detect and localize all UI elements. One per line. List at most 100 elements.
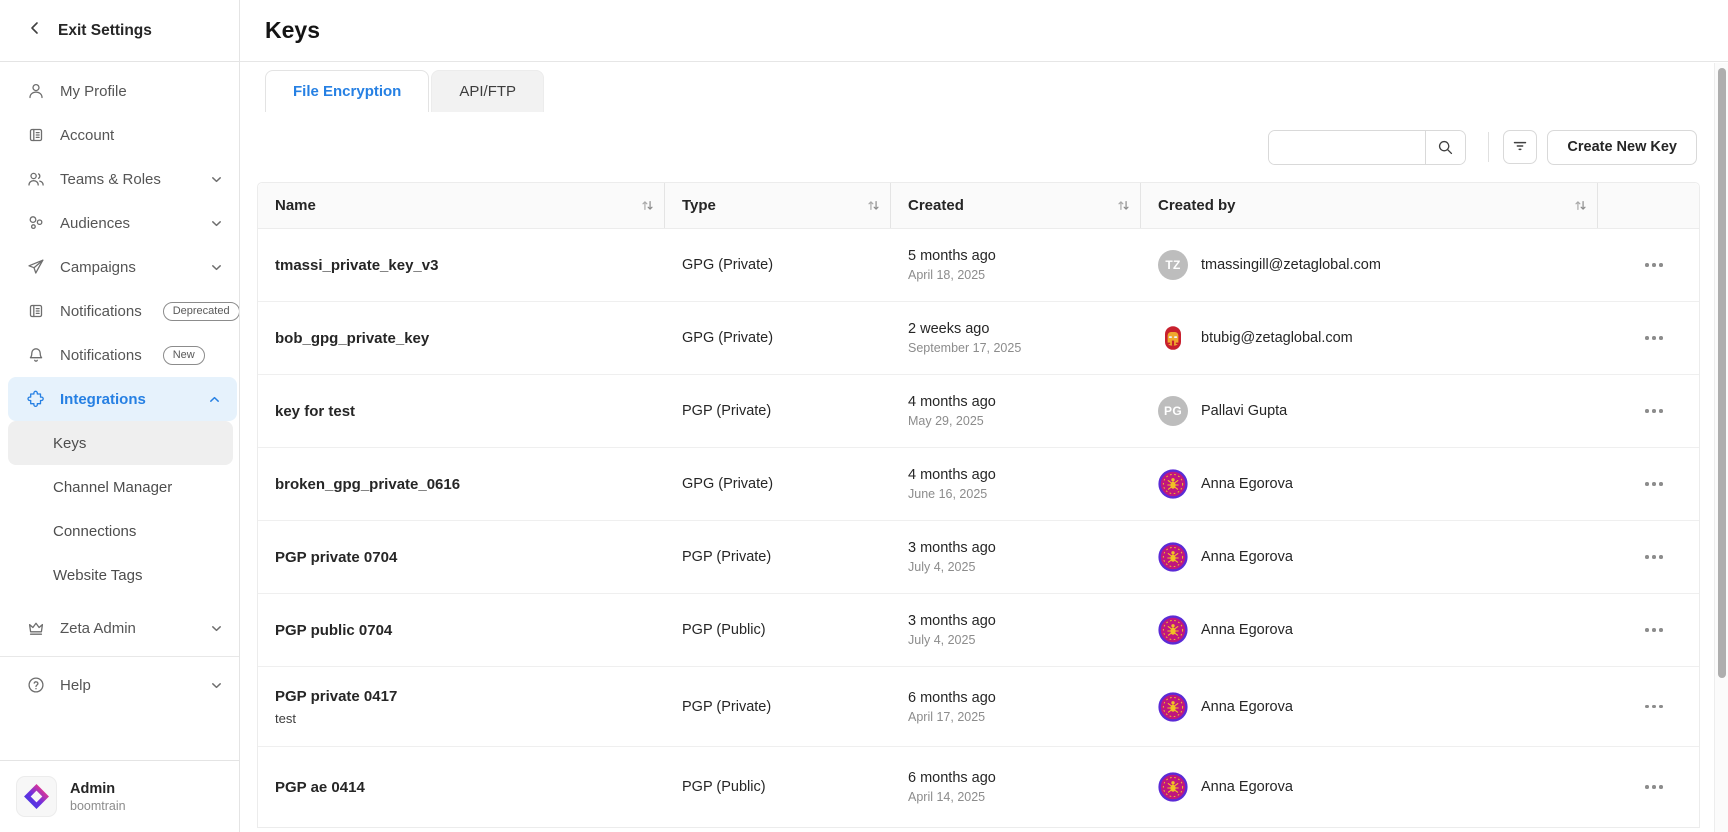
- table-row[interactable]: broken_gpg_private_0616 GPG (Private) 4 mo…: [258, 448, 1699, 521]
- account-switcher[interactable]: Admin boomtrain: [0, 760, 239, 832]
- search-icon[interactable]: [1425, 130, 1466, 164]
- key-name-cell: bob_gpg_private_key: [258, 330, 665, 347]
- key-created-cell: 6 months ago April 14, 2025: [891, 770, 1141, 804]
- creator-name: Anna Egorova: [1201, 779, 1293, 795]
- created-relative: 2 weeks ago: [908, 321, 990, 337]
- key-type: GPG (Private): [682, 476, 774, 492]
- table-row[interactable]: tmassi_private_key_v3 GPG (Private) 5 mont…: [258, 229, 1699, 302]
- key-created-cell: 5 months ago April 18, 2025: [891, 248, 1141, 282]
- row-actions-button[interactable]: [1641, 622, 1667, 638]
- key-name: tmassi_private_key_v3: [275, 256, 439, 274]
- page-header: Keys: [240, 0, 1728, 62]
- creator-name: Anna Egorova: [1201, 622, 1293, 638]
- sidebar-subitem-label: Website Tags: [53, 566, 143, 584]
- sidebar-item-my-profile[interactable]: My Profile: [0, 69, 239, 113]
- sidebar: Exit Settings My Profile Account Teams & R…: [0, 0, 240, 832]
- sidebar-item-label: My Profile: [60, 82, 127, 100]
- puzzle-icon: [27, 390, 45, 408]
- table-row[interactable]: key for test PGP (Private) 4 months ago May…: [258, 375, 1699, 448]
- row-actions-button[interactable]: [1641, 476, 1667, 492]
- key-name: key for test: [275, 402, 356, 420]
- table-row[interactable]: bob_gpg_private_key GPG (Private) 2 weeks …: [258, 302, 1699, 375]
- org-icon: [27, 126, 45, 144]
- sidebar-subitem-label: Keys: [53, 434, 87, 452]
- ellipsis-icon: [1645, 628, 1649, 632]
- sort-icon[interactable]: [1116, 198, 1131, 213]
- sidebar-subitem-label: Channel Manager: [53, 478, 173, 496]
- tab-file-encryption[interactable]: File Encryption: [265, 70, 430, 112]
- created-date: April 14, 2025: [908, 790, 986, 804]
- column-header-type[interactable]: Type: [665, 183, 891, 228]
- avatar-bug: [1158, 469, 1188, 499]
- exit-settings-button[interactable]: Exit Settings: [0, 0, 239, 62]
- row-actions-button[interactable]: [1641, 549, 1667, 565]
- created-by-cell: Anna Egorova: [1141, 615, 1598, 645]
- key-name-cell: PGP private 0704: [258, 549, 665, 566]
- column-header-name[interactable]: Name: [258, 183, 665, 228]
- user-icon: [27, 82, 45, 100]
- tab-api-ftp[interactable]: API/FTP: [431, 70, 545, 112]
- sidebar-item-notifications-deprecated[interactable]: Notifications Deprecated: [0, 289, 239, 333]
- search-input[interactable]: [1269, 130, 1426, 164]
- sidebar-subitem-channel-manager[interactable]: Channel Manager: [8, 465, 233, 509]
- key-created-cell: 3 months ago July 4, 2025: [891, 613, 1141, 647]
- chevron-down-icon: [210, 173, 223, 186]
- sidebar-item-label: Notifications: [60, 346, 142, 364]
- row-actions-button[interactable]: [1641, 779, 1667, 795]
- filter-button[interactable]: [1503, 130, 1538, 164]
- creator-name: Anna Egorova: [1201, 476, 1293, 492]
- sidebar-item-label: Notifications: [60, 302, 142, 320]
- avatar: PG: [1158, 396, 1188, 426]
- sidebar-subitem-connections[interactable]: Connections: [8, 509, 233, 553]
- key-type: PGP (Public): [682, 779, 766, 795]
- toolbar: Create New Key: [240, 112, 1728, 182]
- created-by-cell: btubig@zetaglobal.com: [1141, 323, 1598, 353]
- row-actions-cell: [1598, 699, 1699, 715]
- avatar-bug: [1158, 542, 1188, 572]
- sidebar-item-account[interactable]: Account: [0, 113, 239, 157]
- table-header-row: Name Type Created Created by: [258, 183, 1699, 229]
- keys-table: Name Type Created Created by tmassi_private…: [257, 182, 1700, 828]
- users-icon: [27, 170, 45, 188]
- chevron-down-icon: [210, 261, 223, 274]
- sort-icon[interactable]: [640, 198, 655, 213]
- table-row[interactable]: PGP private 0417 test PGP (Private) 6 month…: [258, 667, 1699, 747]
- sidebar-item-integrations[interactable]: Integrations: [8, 377, 237, 421]
- table-row[interactable]: PGP ae 0414 PGP (Public) 6 months ago April…: [258, 747, 1699, 827]
- toolbar-divider: [1488, 132, 1490, 162]
- created-date: September 17, 2025: [908, 341, 1022, 355]
- column-header-created[interactable]: Created: [891, 183, 1141, 228]
- sort-icon[interactable]: [866, 198, 881, 213]
- column-header-created-by[interactable]: Created by: [1141, 183, 1598, 228]
- sidebar-item-audiences[interactable]: Audiences: [0, 201, 239, 245]
- creator-name: btubig@zetaglobal.com: [1201, 330, 1353, 346]
- chevron-down-icon: [210, 679, 223, 692]
- sidebar-subitem-website-tags[interactable]: Website Tags: [8, 553, 233, 597]
- key-subtitle: test: [275, 710, 296, 726]
- key-created-cell: 3 months ago July 4, 2025: [891, 540, 1141, 574]
- row-actions-button[interactable]: [1641, 330, 1667, 346]
- page-title: Keys: [265, 17, 320, 43]
- exit-settings-label: Exit Settings: [58, 21, 152, 39]
- created-date: May 29, 2025: [908, 414, 984, 428]
- scrollbar-thumb[interactable]: [1717, 68, 1726, 678]
- creator-name: tmassingill@zetaglobal.com: [1201, 257, 1381, 273]
- sidebar-item-zeta-admin[interactable]: Zeta Admin: [0, 606, 239, 650]
- row-actions-button[interactable]: [1641, 403, 1667, 419]
- scrollbar-track[interactable]: [1714, 63, 1728, 832]
- key-name-cell: broken_gpg_private_0616: [258, 476, 665, 493]
- row-actions-button[interactable]: [1641, 257, 1667, 273]
- sort-icon[interactable]: [1573, 198, 1588, 213]
- sidebar-subitem-keys[interactable]: Keys: [8, 421, 233, 465]
- sidebar-item-teams-roles[interactable]: Teams & Roles: [0, 157, 239, 201]
- create-new-key-button[interactable]: Create New Key: [1547, 129, 1697, 165]
- sidebar-item-help[interactable]: Help: [0, 663, 239, 707]
- sidebar-item-campaigns[interactable]: Campaigns: [0, 245, 239, 289]
- row-actions-button[interactable]: [1641, 699, 1667, 715]
- key-type: PGP (Private): [682, 549, 772, 565]
- table-row[interactable]: PGP private 0704 PGP (Private) 3 months ag…: [258, 521, 1699, 594]
- table-row[interactable]: PGP public 0704 PGP (Public) 3 months ago J…: [258, 594, 1699, 667]
- row-actions-cell: [1598, 779, 1699, 795]
- sidebar-item-notifications-new[interactable]: Notifications New: [0, 333, 239, 377]
- row-actions-cell: [1598, 549, 1699, 565]
